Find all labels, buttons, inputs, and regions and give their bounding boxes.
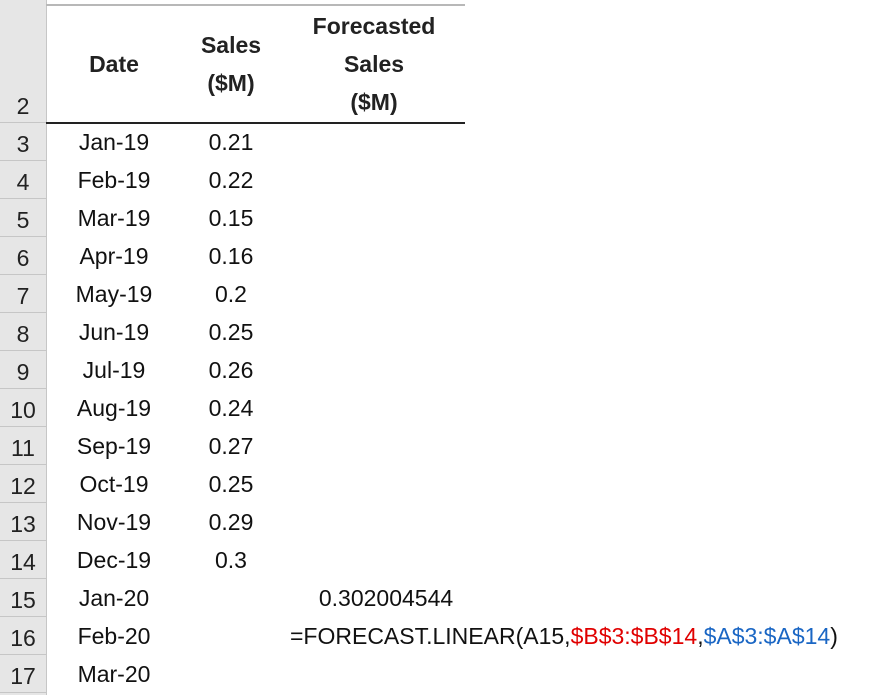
formula-separator: , xyxy=(697,623,704,649)
sales-cell[interactable]: 0.25 xyxy=(208,319,254,345)
row-header-6[interactable]: 6 xyxy=(0,237,46,275)
row-header-5[interactable]: 5 xyxy=(0,199,46,237)
row-header-9[interactable]: 9 xyxy=(0,351,46,389)
date-cell[interactable]: Mar-20 xyxy=(77,661,151,687)
date-cell[interactable]: Aug-19 xyxy=(76,395,152,421)
row-header-15[interactable]: 15 xyxy=(0,579,46,617)
date-cell[interactable]: Jan-20 xyxy=(78,585,150,611)
formula-suffix: ) xyxy=(830,623,838,649)
header-forecast-line1: Forecasted xyxy=(312,13,436,39)
date-cell[interactable]: Oct-19 xyxy=(79,471,149,497)
date-cell[interactable]: Apr-19 xyxy=(79,243,149,269)
date-cell[interactable]: Feb-20 xyxy=(77,623,151,649)
header-date-label: Date xyxy=(89,51,139,77)
row-header-17[interactable]: 17 xyxy=(0,655,46,693)
formula-known-x-reference: $A$3:$A$14 xyxy=(703,623,831,649)
sales-cell[interactable]: 0.25 xyxy=(208,471,254,497)
header-forecast-line2: Sales xyxy=(343,51,405,77)
sales-cell[interactable]: 0.27 xyxy=(208,433,254,459)
date-cell[interactable]: Jun-19 xyxy=(78,319,150,345)
header-sales-line2: ($M) xyxy=(207,70,255,96)
header-date-cell[interactable]: Date xyxy=(64,45,164,83)
sales-cell[interactable]: 0.29 xyxy=(208,509,254,535)
header-forecast-cell[interactable]: Forecasted Sales ($M) xyxy=(298,7,450,121)
date-cell[interactable]: Sep-19 xyxy=(76,433,152,459)
sales-cell[interactable]: 0.3 xyxy=(215,547,247,573)
row-header-7[interactable]: 7 xyxy=(0,275,46,313)
row-header-12[interactable]: 12 xyxy=(0,465,46,503)
date-cell[interactable]: Mar-19 xyxy=(77,205,151,231)
sales-cell[interactable]: 0.15 xyxy=(208,205,254,231)
sales-cell[interactable]: 0.16 xyxy=(208,243,254,269)
row-header-8[interactable]: 8 xyxy=(0,313,46,351)
date-cell[interactable]: Nov-19 xyxy=(76,509,152,535)
sales-cell[interactable]: 0.21 xyxy=(208,129,254,155)
header-sales-cell[interactable]: Sales ($M) xyxy=(181,26,281,102)
header-forecast-line3: ($M) xyxy=(350,89,398,115)
row-header-3[interactable]: 3 xyxy=(0,123,46,161)
sales-cell[interactable]: 0.26 xyxy=(208,357,254,383)
forecast-formula-cell[interactable]: =FORECAST.LINEAR(A15,$B$3:$B$14,$A$3:$A$… xyxy=(290,617,838,655)
header-sales-line1: Sales xyxy=(200,32,262,58)
date-cell[interactable]: Jan-19 xyxy=(78,129,150,155)
row-header-16[interactable]: 16 xyxy=(0,617,46,655)
row-header-10[interactable]: 10 xyxy=(0,389,46,427)
date-cell[interactable]: May-19 xyxy=(75,281,153,307)
row-header-13[interactable]: 13 xyxy=(0,503,46,541)
sales-cell[interactable]: 0.22 xyxy=(208,167,254,193)
sales-cell[interactable]: 0.2 xyxy=(215,281,247,307)
row-header-4[interactable]: 4 xyxy=(0,161,46,199)
row-header-14[interactable]: 14 xyxy=(0,541,46,579)
row-header-column: 2 3 4 5 6 7 8 9 10 11 12 13 14 15 16 17 xyxy=(0,0,47,695)
header-bottom-border xyxy=(46,122,465,124)
forecast-value-cell[interactable]: 0.302004544 xyxy=(318,585,454,611)
formula-known-y-reference: $B$3:$B$14 xyxy=(570,623,698,649)
date-cell[interactable]: Feb-19 xyxy=(77,167,151,193)
top-border xyxy=(46,4,465,6)
date-cell[interactable]: Jul-19 xyxy=(82,357,146,383)
sales-cell[interactable]: 0.24 xyxy=(208,395,254,421)
row-header-11[interactable]: 11 xyxy=(0,427,46,465)
date-cell[interactable]: Dec-19 xyxy=(76,547,152,573)
formula-prefix: =FORECAST.LINEAR(A15, xyxy=(290,623,571,649)
row-header-2[interactable]: 2 xyxy=(0,0,46,123)
